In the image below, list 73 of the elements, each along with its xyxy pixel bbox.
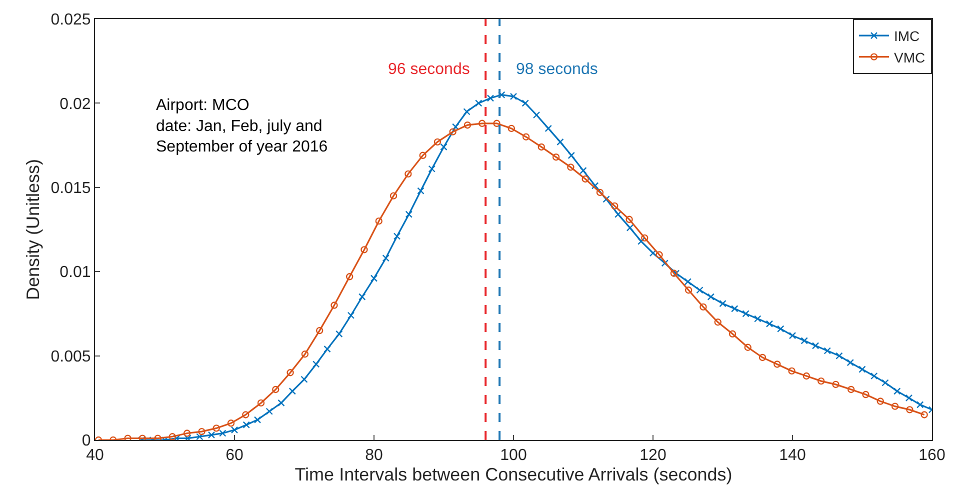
point xyxy=(360,246,368,254)
point xyxy=(802,372,810,380)
point xyxy=(611,202,618,210)
point xyxy=(154,434,162,440)
legend-label: IMC xyxy=(894,28,920,44)
x-tick-label: 60 xyxy=(226,447,244,464)
point xyxy=(847,386,855,394)
y-axis-title: Density (Unitless) xyxy=(22,158,43,300)
point xyxy=(862,390,870,398)
point xyxy=(656,251,663,258)
point xyxy=(626,216,633,223)
x-tick-label: 140 xyxy=(779,447,806,464)
point xyxy=(522,133,530,140)
point xyxy=(728,330,736,338)
point xyxy=(242,411,250,418)
point xyxy=(758,354,766,362)
y-tick-label: 0 xyxy=(82,432,91,450)
point xyxy=(641,234,648,242)
y-tick-label: 0.005 xyxy=(50,348,91,366)
legend-label: VMC xyxy=(894,49,926,66)
x-tick-label: 80 xyxy=(365,447,383,464)
point xyxy=(788,367,796,375)
point xyxy=(478,120,486,128)
point xyxy=(375,217,382,225)
y-tick-label: 0.015 xyxy=(50,180,91,197)
point xyxy=(891,402,899,410)
y-tick-label: 0.025 xyxy=(50,12,91,29)
ref-line-label: 98 seconds xyxy=(516,61,598,78)
point xyxy=(212,424,220,432)
point xyxy=(316,326,324,334)
x-tick-label: 40 xyxy=(86,447,104,464)
point xyxy=(464,121,472,129)
point xyxy=(832,380,840,388)
point xyxy=(700,303,707,311)
point xyxy=(198,428,206,436)
point xyxy=(508,124,516,132)
point xyxy=(272,386,280,394)
point xyxy=(684,286,692,294)
point xyxy=(493,120,500,128)
point xyxy=(744,344,752,351)
point xyxy=(596,188,604,196)
ref-line-label: 96 seconds xyxy=(388,61,470,78)
point xyxy=(876,398,884,405)
point xyxy=(390,192,398,200)
point xyxy=(257,399,265,407)
point xyxy=(404,170,412,178)
point xyxy=(774,360,781,368)
point xyxy=(920,411,928,418)
point xyxy=(714,318,722,326)
point xyxy=(346,273,354,280)
point xyxy=(552,153,560,161)
point xyxy=(419,152,426,159)
point xyxy=(183,430,191,437)
point xyxy=(168,433,176,440)
annotation: Airport: MCO date: Jan, Feb, july and September of year 2016 xyxy=(156,97,328,156)
y-tick-label: 0.02 xyxy=(60,96,91,113)
point xyxy=(227,420,235,427)
y-tick-label: 0.01 xyxy=(60,264,91,282)
point xyxy=(818,377,825,385)
point xyxy=(330,302,338,309)
x-tick-label: 160 xyxy=(918,447,946,464)
point xyxy=(286,369,294,376)
x-tick-label: 100 xyxy=(500,447,527,464)
point xyxy=(906,406,914,414)
x-tick-label: 120 xyxy=(640,447,666,464)
point xyxy=(449,128,456,136)
point xyxy=(434,138,442,146)
point xyxy=(567,164,574,171)
point xyxy=(124,434,132,440)
point xyxy=(301,350,309,358)
point xyxy=(538,143,545,151)
x-axis-title: Time Intervals between Consecutive Arrivals (seconds) xyxy=(294,464,732,484)
point xyxy=(582,175,589,183)
